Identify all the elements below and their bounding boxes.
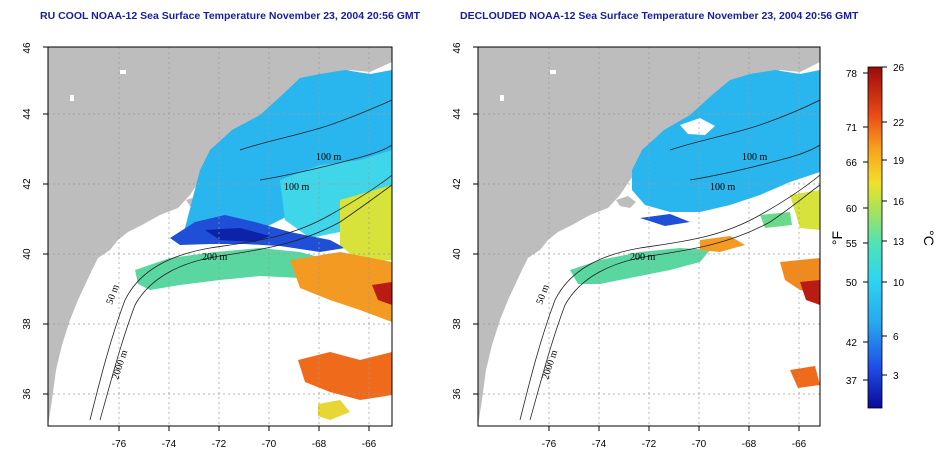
right-ytick-2: 40 [452, 248, 463, 260]
left-bathymetry [89, 99, 392, 421]
cb-c-1: 22 [893, 118, 905, 129]
right-ytick-0: 36 [452, 388, 463, 400]
left-ytick-2: 40 [22, 248, 33, 260]
left-land [48, 47, 392, 426]
cb-c-0: 26 [893, 63, 905, 74]
cb-c-7: 3 [893, 371, 899, 382]
colorbar: 78 71 66 60 55 50 42 37 26 22 19 16 13 1… [829, 63, 937, 409]
left-map-frame [47, 46, 393, 427]
right-contour-200: 200 m [630, 252, 656, 263]
left-xtick-5: -66 [362, 439, 377, 450]
left-xtick-4: -68 [312, 439, 327, 450]
cb-c-5: 10 [893, 278, 905, 289]
right-bathymetry [519, 99, 820, 421]
right-sst-blue-strip [640, 214, 690, 226]
left-grid [48, 47, 392, 426]
right-xtick-0: -76 [542, 439, 557, 450]
left-sst-shelf-green [135, 248, 350, 290]
cb-f-6: 42 [846, 338, 858, 349]
cb-c-3: 16 [893, 197, 905, 208]
cb-unit-c: °C [921, 230, 937, 246]
colorbar-gradient [867, 66, 883, 409]
cb-c-6: 6 [893, 332, 899, 343]
left-xtick-1: -74 [162, 439, 177, 450]
right-sst-shelf-green [570, 248, 710, 284]
left-tick-marks [43, 46, 370, 431]
right-ytick-3: 42 [452, 178, 463, 190]
cb-f-3: 60 [846, 204, 858, 215]
cb-f-5: 50 [846, 278, 858, 289]
colorbar-ticks [863, 66, 887, 381]
right-ytick-4: 44 [452, 108, 463, 120]
left-contour-100b: 100 m [284, 182, 310, 193]
right-sst-cloud-gap [680, 118, 715, 135]
cb-unit-f: °F [829, 231, 845, 245]
left-sst-yellow [340, 185, 392, 262]
cb-f-1: 71 [846, 123, 858, 134]
left-xtick-2: -72 [212, 439, 227, 450]
left-sst-south-yellow [318, 400, 350, 420]
right-tick-marks [473, 46, 800, 431]
right-map-title: DECLOUDED NOAA-12 Sea Surface Temperatur… [460, 10, 859, 22]
left-ytick-3: 42 [22, 178, 33, 190]
right-lake [500, 95, 504, 101]
right-contour-100b: 100 m [710, 182, 736, 193]
left-xtick-0: -76 [112, 439, 127, 450]
right-contour-100a: 100 m [742, 152, 768, 163]
left-sst-orange [290, 252, 392, 322]
right-cape-cod [616, 196, 636, 208]
right-lake-2 [550, 70, 556, 74]
cb-f-2: 66 [846, 158, 858, 169]
left-contour-100a: 100 m [316, 152, 342, 163]
cb-f-4: 55 [846, 239, 858, 250]
right-xtick-1: -74 [592, 439, 607, 450]
right-sst-yellow [790, 190, 820, 230]
right-xtick-2: -72 [642, 439, 657, 450]
left-sst-south-patch [298, 352, 392, 400]
right-xtick-5: -66 [792, 439, 807, 450]
right-xtick-4: -68 [742, 439, 757, 450]
cb-c-4: 13 [893, 237, 905, 248]
left-ytick-4: 44 [22, 108, 33, 120]
left-map-title: RU COOL NOAA-12 Sea Surface Temperature … [40, 10, 421, 22]
cb-c-2: 19 [893, 156, 905, 167]
left-map: 100 m 100 m 200 m 50 m 2000 m -76 -74 -7… [22, 42, 393, 450]
left-sst-red [372, 282, 392, 305]
left-ytick-5: 46 [22, 42, 33, 54]
right-grid [478, 47, 820, 426]
left-ytick-0: 36 [22, 388, 33, 400]
right-ytick-1: 38 [452, 318, 463, 330]
right-map: 100 m 100 m 200 m 50 m 2000 m -76 -74 -7… [452, 42, 821, 450]
left-sst-gulf-maine [185, 70, 392, 242]
left-contour-200: 200 m [202, 252, 228, 263]
right-ytick-5: 46 [452, 42, 463, 54]
cb-f-0: 78 [846, 69, 858, 80]
right-xtick-3: -70 [692, 439, 707, 450]
left-lake-2 [120, 70, 126, 74]
left-xtick-3: -70 [262, 439, 277, 450]
left-sst-deep-blue [205, 228, 270, 242]
left-lake [70, 95, 74, 101]
right-sst-green-patch [760, 212, 792, 228]
right-sst-orange [700, 236, 745, 252]
left-ytick-1: 38 [22, 318, 33, 330]
cb-f-7: 37 [846, 376, 858, 387]
right-land [478, 47, 820, 426]
right-sst-south [790, 366, 820, 388]
right-sst-gulf-maine [632, 70, 820, 212]
right-sst-red [800, 280, 820, 305]
